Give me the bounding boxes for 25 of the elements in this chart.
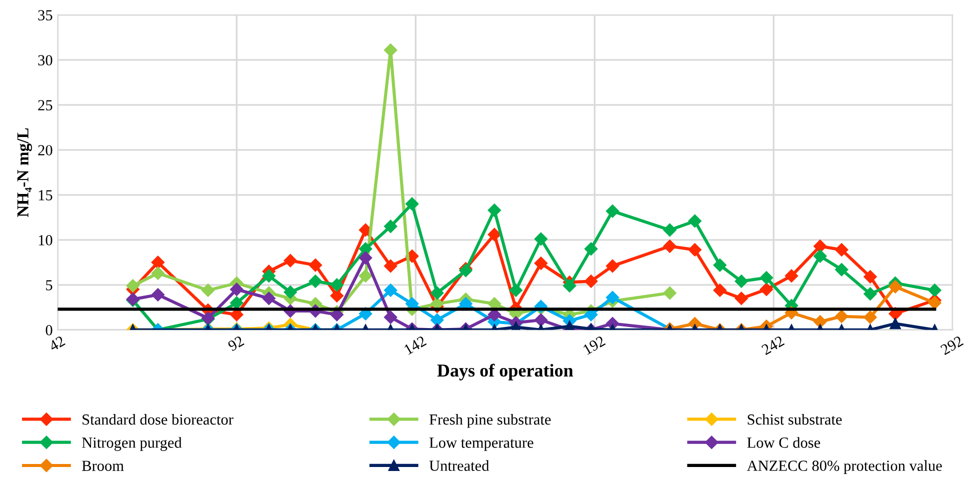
x-tick-label: 142 [404,336,427,355]
y-tick-label: 0 [46,325,52,336]
x-tick-label: 292 [940,336,964,356]
legend-label: Broom [82,460,124,471]
legend-label: Schist substrate [748,414,842,425]
legend-label: Low temperature [429,438,534,451]
legend-label: Untreated [429,460,490,471]
y-tick-label: 20 [38,145,52,156]
x-tick-label: 192 [582,336,606,355]
y-axis-title: NH₄-N mg/L [17,128,32,217]
y-tick-label: 5 [46,280,52,290]
x-tick-label: 92 [227,336,244,352]
x-tick-label: 242 [761,336,785,356]
y-tick-label: 35 [38,10,52,20]
y-tick-label: 15 [38,190,52,200]
legend-label: Nitrogen purged [82,437,182,451]
y-tick-label: 30 [38,55,52,66]
legend-label: ANZECC 80% protection value [746,460,942,474]
legend-label: Low C dose [747,437,820,448]
y-tick-label: 10 [38,235,52,246]
x-axis-title: Days of operation [437,364,574,380]
x-tick-label: 42 [48,336,66,352]
legend-label: Fresh pine substrate [429,414,551,428]
y-tick-label: 25 [38,100,52,110]
legend-label: Standard dose bioreactor [82,414,234,425]
